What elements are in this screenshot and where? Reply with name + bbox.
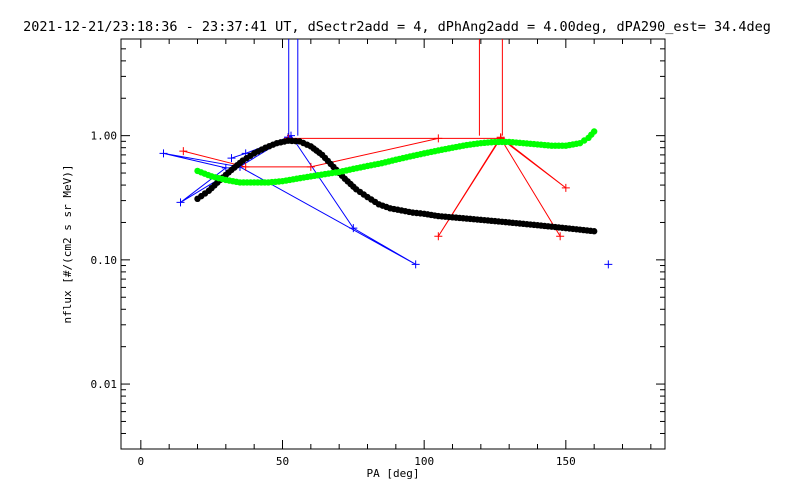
data-point xyxy=(556,232,565,241)
x-tick-label: 150 xyxy=(556,455,576,468)
x-axis: 0 50 100 150 xyxy=(138,39,652,468)
x-tick-label: 0 xyxy=(138,455,145,468)
data-point xyxy=(179,147,188,156)
plot-frame xyxy=(120,38,666,450)
series-layer xyxy=(159,128,613,269)
data-point xyxy=(241,162,250,171)
data-point xyxy=(411,260,420,269)
data-point xyxy=(561,183,570,192)
data-point xyxy=(604,260,613,269)
data-point xyxy=(227,154,236,163)
x-axis-label: PA [deg] xyxy=(367,467,420,480)
y-tick-label: 1.00 xyxy=(91,130,118,143)
data-point xyxy=(221,163,230,172)
x-tick-label: 100 xyxy=(414,455,434,468)
y-tick-label: 0.10 xyxy=(91,254,118,267)
data-point xyxy=(306,162,315,171)
vertical-markers xyxy=(288,39,503,136)
series-line xyxy=(183,136,567,237)
y-axis-label: nflux [#/(cm2 s sr MeV)] xyxy=(61,165,74,324)
y-tick-label: 0.01 xyxy=(91,378,118,391)
data-point xyxy=(434,232,443,241)
y-axis: 0.01 0.10 1.00 xyxy=(91,38,665,450)
series-4 xyxy=(194,128,598,186)
data-point xyxy=(590,128,598,135)
chart-title: 2021-12-21/23:18:36 - 23:37:41 UT, dSect… xyxy=(23,19,771,35)
data-point xyxy=(434,134,443,143)
data-point xyxy=(176,198,185,207)
x-tick-label: 50 xyxy=(276,455,289,468)
data-point xyxy=(590,228,598,235)
data-point xyxy=(159,149,168,158)
series-line xyxy=(163,134,416,265)
series-1 xyxy=(604,260,613,269)
data-point xyxy=(349,224,358,233)
series-3 xyxy=(194,137,598,235)
